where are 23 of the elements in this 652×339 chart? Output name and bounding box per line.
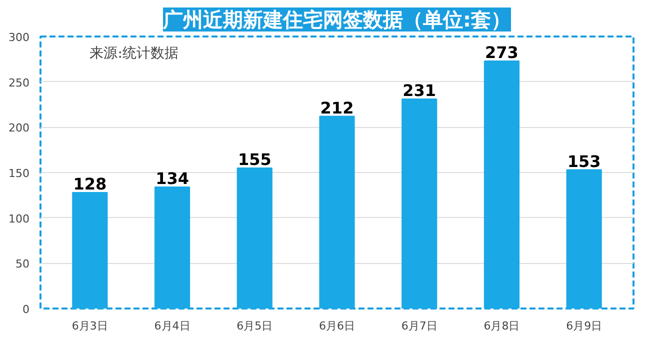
chart-title: 广州近期新建住宅网签数据（单位:套） — [162, 8, 511, 32]
x-tick-label: 6月5日 — [236, 320, 273, 332]
y-tick-label: 50 — [16, 258, 30, 271]
y-tick-label: 100 — [8, 212, 30, 226]
data-label: 128 — [73, 174, 107, 194]
data-label: 273 — [485, 42, 518, 62]
data-label: 153 — [567, 152, 601, 171]
y-tick-label: 200 — [8, 122, 30, 135]
x-tick-label: 6月6日 — [319, 320, 355, 332]
annotation: 来源:统计数据 — [90, 46, 178, 62]
x-tick-label: 6月9日 — [566, 320, 602, 332]
data-label: 155 — [238, 150, 272, 169]
y-tick-label: 0 — [22, 303, 30, 316]
x-tick-label: 6月3日 — [72, 320, 108, 332]
x-tick-label: 6月8日 — [484, 320, 520, 332]
y-tick-label: 300 — [8, 31, 30, 44]
data-label: 134 — [156, 169, 189, 188]
y-tick-label: 150 — [8, 167, 30, 180]
x-tick-label: 6月7日 — [401, 320, 438, 332]
x-tick-label: 6月4日 — [154, 320, 190, 332]
y-tick-label: 250 — [8, 76, 30, 90]
data-label: 231 — [402, 81, 436, 100]
data-label: 212 — [320, 98, 354, 118]
